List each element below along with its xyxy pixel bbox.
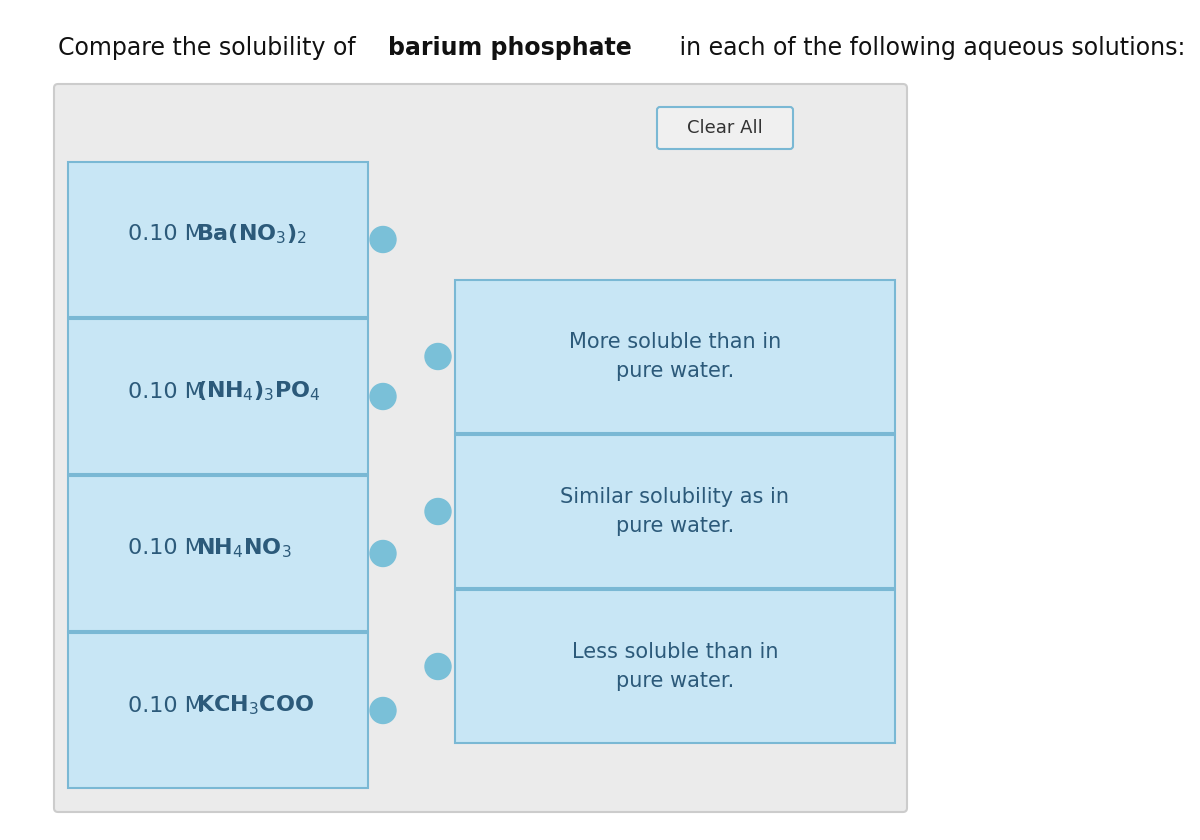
FancyBboxPatch shape (68, 162, 368, 317)
Circle shape (425, 498, 451, 524)
Text: NH$_4$NO$_3$: NH$_4$NO$_3$ (196, 537, 292, 560)
Circle shape (425, 344, 451, 370)
FancyBboxPatch shape (54, 84, 907, 812)
Text: Less soluble than in
pure water.: Less soluble than in pure water. (571, 642, 779, 691)
FancyBboxPatch shape (455, 590, 895, 743)
Circle shape (370, 384, 396, 409)
Text: (NH$_4$)$_3$PO$_4$: (NH$_4$)$_3$PO$_4$ (196, 380, 320, 403)
FancyBboxPatch shape (455, 435, 895, 588)
Text: 0.10 M: 0.10 M (128, 224, 211, 244)
FancyBboxPatch shape (455, 280, 895, 433)
Text: Compare the solubility of: Compare the solubility of (58, 36, 364, 60)
FancyBboxPatch shape (68, 319, 368, 474)
Text: barium phosphate: barium phosphate (388, 36, 631, 60)
FancyBboxPatch shape (68, 476, 368, 631)
Text: 0.10 M: 0.10 M (128, 538, 211, 559)
Text: KCH$_3$COO: KCH$_3$COO (196, 694, 314, 717)
FancyBboxPatch shape (658, 107, 793, 149)
Circle shape (370, 227, 396, 253)
Text: More soluble than in
pure water.: More soluble than in pure water. (569, 332, 781, 381)
Text: Similar solubility as in
pure water.: Similar solubility as in pure water. (560, 486, 790, 536)
Circle shape (370, 697, 396, 723)
Circle shape (370, 540, 396, 566)
Text: Clear All: Clear All (688, 119, 763, 137)
Text: in each of the following aqueous solutions:: in each of the following aqueous solutio… (672, 36, 1186, 60)
Text: 0.10 M: 0.10 M (128, 381, 211, 402)
Circle shape (425, 654, 451, 680)
Text: 0.10 M: 0.10 M (128, 696, 211, 716)
FancyBboxPatch shape (68, 633, 368, 788)
Text: Ba(NO$_3$)$_2$: Ba(NO$_3$)$_2$ (196, 223, 307, 246)
